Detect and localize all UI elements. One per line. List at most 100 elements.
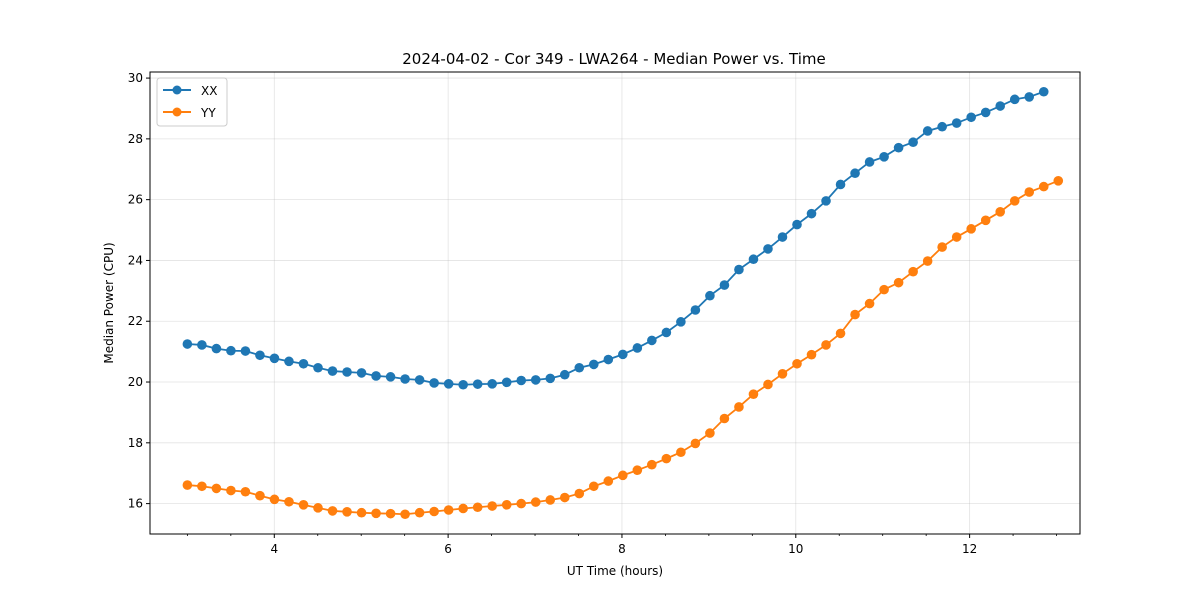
- data-point-xx: [371, 371, 381, 381]
- data-point-xx: [414, 375, 425, 385]
- legend: XX YY: [156, 77, 228, 127]
- y-tick-label: 20: [128, 375, 143, 389]
- y-tick-label: 16: [128, 497, 143, 511]
- data-point-yy: [545, 495, 556, 505]
- data-point-yy: [197, 481, 207, 492]
- data-point-yy: [777, 369, 788, 379]
- data-point-xx: [313, 362, 323, 373]
- data-point-yy: [559, 492, 570, 503]
- data-point-xx: [559, 369, 570, 380]
- data-point-yy: [530, 497, 541, 507]
- data-point-yy: [182, 480, 193, 490]
- data-point-yy: [966, 224, 976, 234]
- chart-title: 2024-04-02 - Cor 349 - LWA264 - Median P…: [402, 50, 826, 68]
- data-point-yy: [603, 476, 614, 486]
- data-point-xx: [893, 142, 904, 153]
- data-point-xx: [400, 374, 410, 384]
- data-point-yy: [792, 358, 802, 369]
- data-point-xx: [777, 232, 788, 242]
- data-point-xx: [603, 354, 614, 365]
- data-point-xx: [850, 168, 860, 179]
- data-point-xx: [255, 350, 265, 361]
- x-tick-label: 12: [962, 542, 977, 556]
- data-point-yy: [371, 508, 381, 519]
- data-point-yy: [995, 207, 1006, 217]
- series-yy: [182, 176, 1064, 520]
- data-point-yy: [835, 328, 846, 339]
- data-point-yy: [588, 481, 599, 492]
- data-point-yy: [443, 505, 454, 515]
- data-point-yy: [211, 483, 222, 494]
- data-point-yy: [400, 509, 410, 520]
- data-point-yy: [763, 379, 773, 390]
- data-point-yy: [980, 215, 991, 226]
- data-point-xx: [284, 356, 294, 367]
- data-point-xx: [661, 327, 672, 338]
- data-point-yy: [342, 507, 352, 517]
- data-point-yy: [574, 488, 585, 499]
- data-point-xx: [1024, 92, 1035, 102]
- series-layer: [182, 86, 1064, 520]
- data-point-yy: [850, 309, 860, 320]
- data-point-yy: [269, 494, 280, 505]
- data-point-xx: [588, 359, 599, 370]
- data-point-xx: [226, 345, 236, 356]
- y-tick-label: 18: [128, 436, 143, 450]
- data-point-xx: [806, 208, 817, 219]
- data-point-yy: [734, 402, 744, 412]
- data-point-yy: [414, 507, 425, 518]
- data-point-yy: [705, 428, 715, 438]
- data-point-xx: [501, 377, 512, 388]
- data-point-yy: [748, 389, 759, 399]
- data-point-yy: [864, 298, 875, 309]
- data-point-yy: [893, 277, 904, 288]
- data-point-yy: [429, 506, 439, 517]
- data-point-yy: [647, 459, 657, 470]
- data-point-yy: [255, 490, 265, 501]
- data-point-yy: [1053, 176, 1064, 186]
- data-point-xx: [980, 107, 991, 118]
- data-point-xx: [211, 343, 222, 354]
- data-point-xx: [995, 101, 1006, 111]
- legend-xx-label: XX: [201, 84, 217, 98]
- data-point-xx: [937, 121, 947, 132]
- data-point-yy: [385, 508, 396, 519]
- data-point-yy: [226, 485, 236, 496]
- series-xx: [182, 86, 1049, 390]
- data-point-xx: [356, 368, 367, 378]
- data-point-yy: [458, 503, 468, 514]
- data-point-yy: [1024, 187, 1035, 197]
- data-point-xx: [734, 264, 744, 275]
- data-point-xx: [530, 375, 541, 385]
- data-point-xx: [1009, 94, 1020, 105]
- data-point-xx: [864, 157, 875, 167]
- data-point-yy: [1038, 181, 1049, 192]
- data-point-yy: [661, 453, 672, 464]
- x-tick-label: 10: [788, 542, 803, 556]
- data-point-yy: [356, 507, 367, 518]
- data-point-xx: [1038, 86, 1049, 97]
- data-point-yy: [472, 502, 483, 513]
- plot-frame: [149, 71, 1081, 535]
- data-point-xx: [298, 358, 309, 369]
- x-tick-label: 8: [618, 542, 626, 556]
- data-point-xx: [908, 137, 918, 148]
- data-point-xx: [879, 152, 889, 162]
- data-point-yy: [298, 500, 309, 510]
- data-point-xx: [458, 379, 468, 390]
- data-point-xx: [240, 346, 251, 356]
- y-tick-label: 28: [128, 132, 143, 146]
- data-point-yy: [501, 500, 512, 510]
- data-point-xx: [429, 378, 439, 388]
- legend-yy-marker: [172, 107, 182, 117]
- data-point-yy: [719, 413, 730, 424]
- data-point-xx: [443, 379, 454, 389]
- data-point-yy: [676, 447, 686, 458]
- data-point-xx: [182, 339, 193, 349]
- data-point-xx: [632, 343, 643, 353]
- data-point-xx: [763, 244, 773, 254]
- data-point-yy: [240, 486, 251, 497]
- data-point-xx: [516, 375, 527, 386]
- x-tick-label: 4: [270, 542, 278, 556]
